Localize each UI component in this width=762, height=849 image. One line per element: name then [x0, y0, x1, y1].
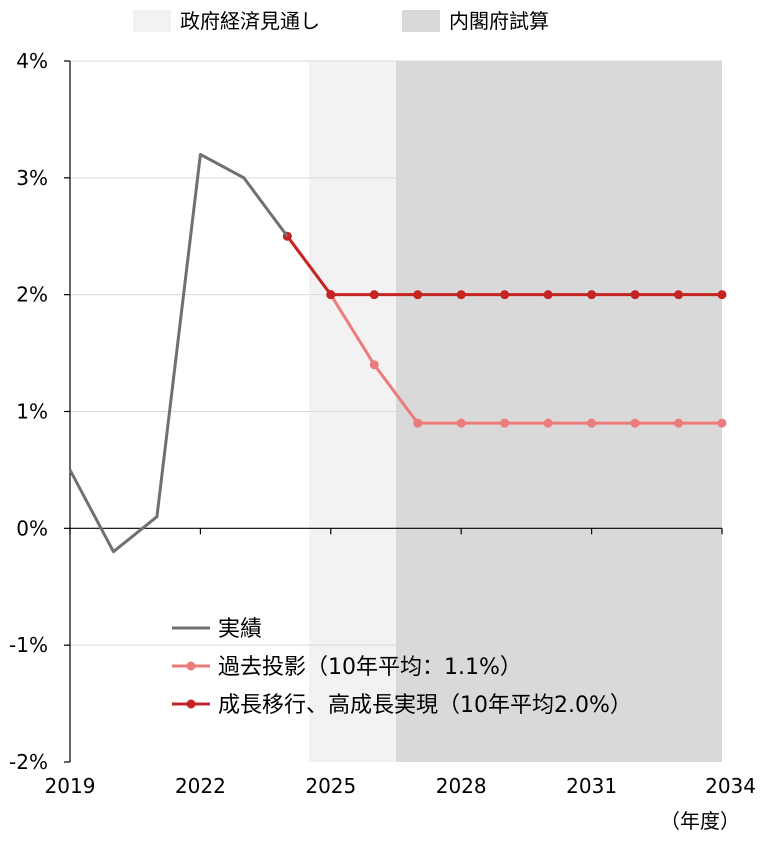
series-point-2	[456, 290, 466, 300]
x-tick-label: 2031	[566, 774, 617, 798]
shading-legend: 政府経済見通し 内閣府試算	[133, 9, 549, 33]
y-tick-label: 0%	[16, 516, 48, 540]
x-tick-label: 2019	[45, 774, 96, 798]
y-tick-label: 4%	[16, 49, 48, 73]
series-point-2	[413, 290, 423, 300]
y-tick-label: -1%	[9, 633, 48, 657]
y-tick-label: 2%	[16, 283, 48, 307]
shading-legend-label-government: 政府経済見通し	[180, 9, 320, 33]
legend-label-1: 過去投影（10年平均：1.1%）	[218, 655, 522, 680]
series-point-1	[717, 418, 727, 428]
series-point-1	[369, 360, 379, 370]
x-axis-unit-label: （年度）	[660, 809, 740, 833]
x-tick-label: 2025	[305, 774, 356, 798]
x-tick-label: 2022	[175, 774, 226, 798]
series-point-2	[630, 290, 640, 300]
series-point-1	[587, 418, 597, 428]
series-point-2	[543, 290, 553, 300]
x-tick-labels: 2019 2022 2025 2028 2031 2034	[45, 774, 756, 798]
series-point-1	[674, 418, 684, 428]
series-point-1	[543, 418, 553, 428]
y-tick-label: -2%	[9, 750, 48, 774]
series-lines	[68, 152, 727, 554]
legend-marker-2	[186, 699, 196, 709]
series-point-2	[587, 290, 597, 300]
series-point-1	[456, 418, 466, 428]
axes	[64, 60, 723, 763]
series-point-2	[717, 290, 727, 300]
series-line-0	[68, 152, 289, 554]
y-tick-label: 3%	[16, 166, 48, 190]
y-tick-labels: 4% 3% 2% 1% 0% -1% -2%	[9, 49, 48, 774]
series-point-2	[500, 290, 510, 300]
series-point-2	[674, 290, 684, 300]
x-tick-label: 2034	[705, 774, 756, 798]
series-point-2	[326, 290, 336, 300]
shading-legend-label-cabinet: 内閣府試算	[449, 9, 549, 33]
series-point-1	[413, 418, 423, 428]
legend-marker-1	[186, 661, 196, 671]
shading-legend-swatch-government	[133, 10, 171, 32]
y-tick-label: 1%	[16, 400, 48, 424]
series-point-1	[630, 418, 640, 428]
series-point-2	[369, 290, 379, 300]
shading-legend-swatch-cabinet	[402, 10, 440, 32]
x-tick-label: 2028	[436, 774, 487, 798]
series-point-1	[500, 418, 510, 428]
legend-label-2: 成長移行、高成長実現（10年平均2.0%）	[218, 693, 632, 718]
legend-label-0: 実績	[218, 617, 262, 642]
